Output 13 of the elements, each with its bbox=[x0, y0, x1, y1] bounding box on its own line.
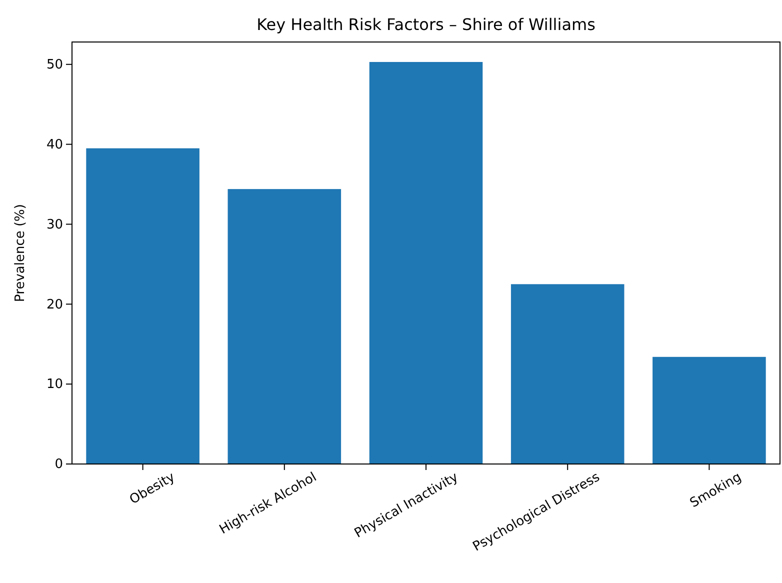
y-tick-label: 30 bbox=[46, 217, 63, 232]
y-tick-label: 0 bbox=[54, 457, 63, 472]
y-axis-title: Prevalence (%) bbox=[13, 204, 28, 302]
bar bbox=[228, 189, 342, 464]
y-tick-label: 50 bbox=[46, 58, 63, 73]
bar bbox=[369, 62, 483, 464]
bar bbox=[652, 356, 766, 464]
bar bbox=[510, 284, 624, 464]
chart-title: Key Health Risk Factors – Shire of Williams bbox=[256, 15, 596, 34]
y-tick-label: 20 bbox=[46, 297, 63, 312]
y-tick-label: 10 bbox=[46, 377, 63, 392]
bar bbox=[86, 148, 200, 464]
y-tick-label: 40 bbox=[46, 137, 63, 152]
